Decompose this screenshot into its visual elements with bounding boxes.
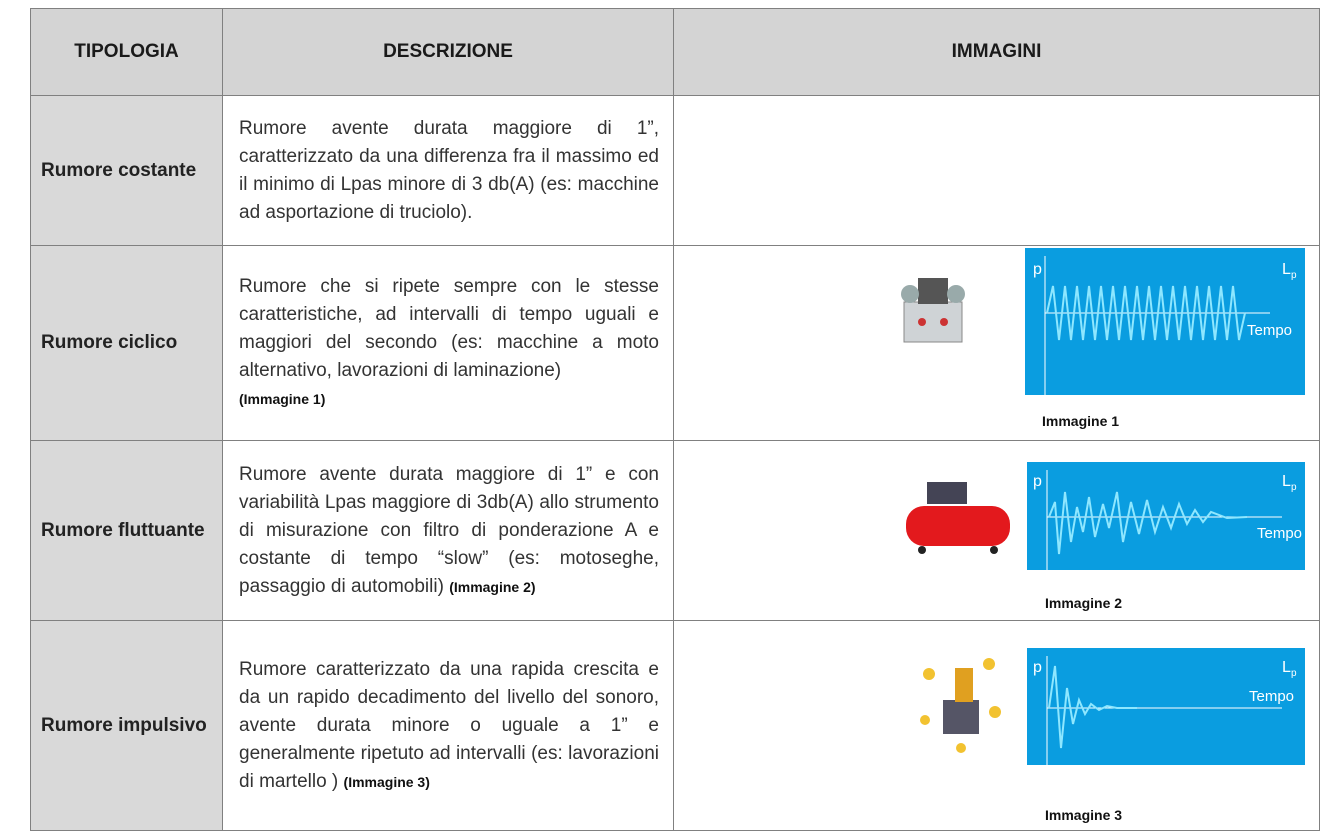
header-text: IMMAGINI <box>951 41 1042 62</box>
axis-label: p <box>1291 482 1297 493</box>
hammer-icon <box>920 658 1001 753</box>
desc-cell: Rumore caratterizzato da una rapida cres… <box>222 620 674 831</box>
axis-label: L <box>1282 473 1291 490</box>
type-cell: Rumore impulsivo <box>30 620 223 831</box>
waveform-chart: p L p Tempo <box>1027 648 1305 765</box>
type-cell: Rumore costante <box>30 95 223 246</box>
waveform-chart: p L p Tempo <box>1027 462 1305 570</box>
axis-label: Tempo <box>1257 525 1302 542</box>
axis-label: Tempo <box>1249 688 1294 705</box>
axis-label: Tempo <box>1247 322 1292 339</box>
axis-label: p <box>1033 473 1042 490</box>
desc-text: Rumore avente durata maggiore di 1” e co… <box>239 463 659 597</box>
compressor-icon <box>906 482 1010 554</box>
desc-cell: Rumore avente durata maggiore di 1”, car… <box>222 95 674 246</box>
machine-icon <box>901 278 965 343</box>
type-text: Rumore ciclico <box>41 332 178 353</box>
header-text: TIPOLOGIA <box>74 41 179 62</box>
type-cell: Rumore ciclico <box>30 245 223 441</box>
axis-label: L <box>1282 261 1291 278</box>
axis-label: p <box>1291 668 1297 679</box>
image-caption: Immagine 1 <box>1042 413 1120 429</box>
axis-label: p <box>1033 261 1042 278</box>
waveform-chart: p L p Tempo <box>1025 248 1305 395</box>
type-text: Rumore impulsivo <box>41 714 207 736</box>
image-ref: (Immagine 3) <box>343 773 430 790</box>
header-text: DESCRIZIONE <box>383 41 513 62</box>
type-text: Rumore fluttuante <box>41 519 205 541</box>
image-ref: (Immagine 1) <box>239 391 326 407</box>
header-cell: DESCRIZIONE <box>222 8 674 96</box>
image-ref: (Immagine 2) <box>449 578 536 595</box>
desc-text: Rumore che si ripete sempre con le stess… <box>239 276 659 381</box>
header-cell: IMMAGINI <box>673 8 1320 96</box>
type-cell: Rumore fluttuante <box>30 440 223 621</box>
image-cell <box>673 95 1320 246</box>
desc-cell: Rumore avente durata maggiore di 1” e co… <box>222 440 674 621</box>
image-caption: Immagine 3 <box>1045 807 1123 823</box>
desc-cell: Rumore che si ripete sempre con le stess… <box>222 245 674 441</box>
desc-text: Rumore avente durata maggiore di 1”, car… <box>239 117 659 223</box>
type-text: Rumore costante <box>41 159 197 181</box>
header-cell: TIPOLOGIA <box>30 8 223 96</box>
image-caption: Immagine 2 <box>1045 595 1123 611</box>
axis-label: p <box>1291 270 1297 281</box>
axis-label: p <box>1033 659 1042 676</box>
axis-label: L <box>1282 659 1291 676</box>
desc-text: Rumore caratterizzato da una rapida cres… <box>239 658 659 792</box>
